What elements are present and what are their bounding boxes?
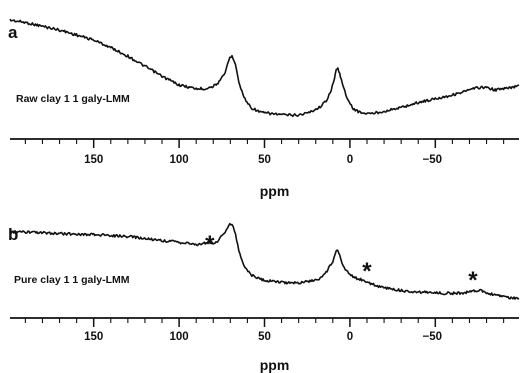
panel-b-tick-label: 50	[258, 331, 271, 343]
panel-a-letter: a	[8, 23, 18, 42]
panel-b-spectrum-line	[9, 222, 520, 300]
panel-b-peak-star: *	[362, 258, 372, 285]
panel-b: b Pure clay 1 1 galy-LMM 150 100 50 0 −50 ppm * *…	[8, 222, 520, 373]
panel-b-tick-label: 0	[347, 331, 353, 343]
panel-a-tick-label: −50	[423, 154, 443, 166]
panel-b-letter: b	[8, 225, 18, 244]
panel-a-spectrum-line	[9, 18, 520, 118]
panel-b-peak-star: *	[205, 231, 215, 258]
panel-b-tick-label: 100	[170, 331, 189, 343]
panel-b-tick-label: 150	[84, 331, 103, 343]
panel-b-peak-star: *	[468, 267, 478, 294]
panel-a-tick-label: 0	[347, 154, 353, 166]
panel-b-tick-label: −50	[423, 331, 443, 343]
panel-a-tick-label: 100	[170, 154, 189, 166]
panel-b-sample-label: Pure clay 1 1 galy-LMM	[14, 274, 130, 286]
panel-a-tick-label: 50	[258, 154, 271, 166]
panel-b-axis-title: ppm	[260, 357, 290, 373]
panel-a-sample-label: Raw clay 1 1 galy-LMM	[16, 93, 130, 105]
panel-a-axis-title: ppm	[260, 183, 290, 199]
panel-a: a Raw clay 1 1 galy-LMM 150 100 50 0 −50 ppm	[8, 18, 520, 199]
panel-a-tick-label: 150	[84, 154, 103, 166]
